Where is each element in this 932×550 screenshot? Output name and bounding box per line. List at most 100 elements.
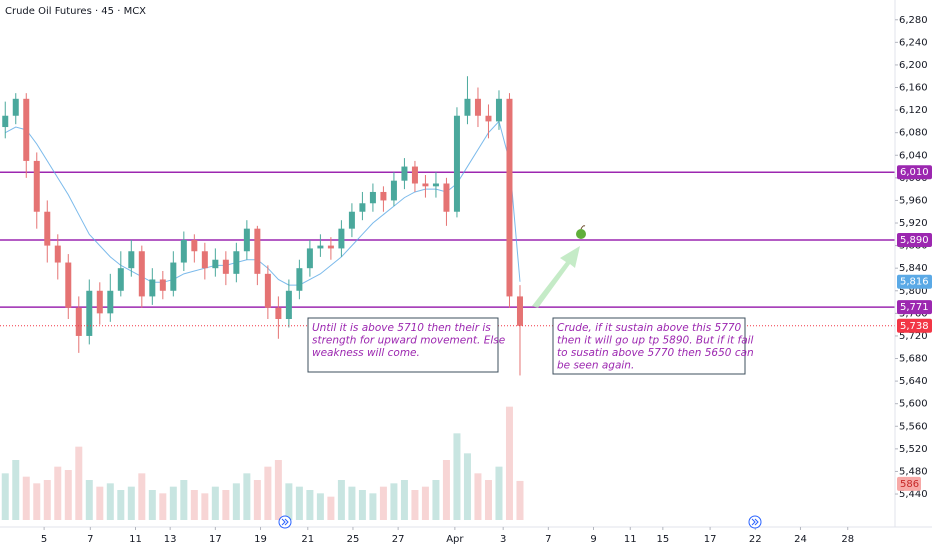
candle-body — [117, 268, 124, 291]
volume-bar — [148, 490, 156, 520]
volume-bar — [22, 476, 30, 520]
volume-bar — [169, 486, 177, 520]
candle-body — [54, 245, 61, 263]
annotation-text: be seen again. — [557, 360, 634, 372]
x-tick-label: 7 — [545, 534, 551, 545]
volume-bar — [54, 466, 62, 520]
candle-body — [44, 211, 51, 246]
y-tick-label: 5,600 — [899, 399, 928, 410]
ma-label: 5,816 — [900, 277, 929, 288]
candle-body — [128, 251, 135, 269]
volume-pane — [1, 406, 524, 520]
y-tick-label: 6,080 — [899, 128, 928, 139]
volume-bar — [85, 480, 93, 520]
volume-bar — [432, 480, 440, 520]
volume-bar — [180, 480, 188, 520]
last-price-label: 5,738 — [900, 321, 929, 332]
candle-body — [96, 290, 103, 314]
candle-body — [306, 248, 313, 269]
y-tick-label: 5,560 — [899, 421, 928, 432]
level-badge-label: 5,890 — [900, 235, 929, 246]
volume-badge — [897, 476, 921, 491]
candle-body — [338, 228, 345, 249]
candle-body — [401, 166, 408, 181]
y-tick-label: 6,240 — [899, 37, 928, 48]
level-badge-label: 6,010 — [900, 167, 929, 178]
volume-bar — [64, 470, 72, 520]
candle-body — [285, 290, 292, 320]
volume-bar — [285, 483, 293, 520]
y-tick-label: 5,640 — [899, 376, 928, 387]
x-tick-label: 28 — [841, 534, 854, 545]
candle-body — [359, 203, 366, 212]
candle-body — [191, 239, 198, 252]
volume-bar — [379, 486, 387, 520]
volume-bar — [96, 486, 104, 520]
volume-bar — [421, 486, 429, 520]
replay-icon[interactable] — [748, 515, 762, 529]
volume-bar — [369, 493, 377, 520]
candle-body — [264, 273, 271, 308]
moving-average — [5, 120, 521, 286]
candle-body — [23, 98, 30, 161]
candle-body — [327, 245, 334, 249]
candle-body — [170, 262, 177, 291]
volume-bar — [411, 490, 419, 520]
x-tick-label: 17 — [209, 534, 222, 545]
volume-label: 586 — [900, 479, 919, 490]
y-tick-label: 6,120 — [899, 105, 928, 116]
x-tick-label: 7 — [87, 534, 93, 545]
annotation-text: weakness will come. — [312, 347, 420, 359]
x-tick-label: 17 — [704, 534, 717, 545]
annotation-text: then it will go up tp 5890. But if it fa… — [557, 335, 754, 347]
last-price-badge — [897, 318, 932, 333]
ma-badge — [897, 274, 932, 289]
replay-icon[interactable] — [278, 515, 292, 529]
level-badge — [897, 232, 932, 247]
volume-bar — [253, 480, 261, 520]
candle-body — [348, 211, 355, 229]
annotation-text: Until it is above 5710 then their is — [312, 322, 491, 334]
y-tick-label: 6,040 — [899, 150, 928, 161]
volume-bar — [316, 493, 324, 520]
candle-body — [212, 259, 219, 269]
arrow — [532, 246, 580, 308]
apple-icon — [576, 229, 586, 239]
y-tick-label: 5,960 — [899, 195, 928, 206]
annotation-box — [552, 317, 746, 375]
y-tick-label: 5,800 — [899, 286, 928, 297]
candle-body — [138, 251, 145, 297]
candle-body — [296, 268, 303, 291]
level-badge — [897, 300, 932, 315]
y-tick-label: 5,720 — [899, 331, 928, 342]
volume-bar — [337, 480, 345, 520]
x-tick-label: 11 — [624, 534, 637, 545]
candle-body — [380, 191, 387, 201]
volume-bar — [117, 490, 125, 520]
candle-body — [222, 259, 229, 274]
volume-bar — [463, 453, 471, 520]
candle-body — [86, 290, 93, 336]
candle-body — [474, 98, 481, 116]
x-tick-label: 9 — [590, 534, 596, 545]
level-badge — [897, 165, 932, 180]
volume-bar — [295, 486, 303, 520]
apple-stem — [580, 225, 586, 230]
x-tick-label: 3 — [500, 534, 506, 545]
chart-title: Crude Oil Futures · 45 · MCX — [5, 6, 146, 17]
volume-bar — [243, 473, 251, 520]
volume-bar — [484, 480, 492, 520]
volume-bar — [1, 473, 9, 520]
y-tick-label: 5,440 — [899, 489, 928, 500]
annotation-text: to susatin above 5770 then 5650 can — [557, 347, 754, 359]
candle-body — [2, 115, 9, 128]
x-tick-label: 5 — [41, 534, 47, 545]
candle-body — [159, 279, 166, 291]
volume-bar — [453, 433, 461, 520]
y-tick-label: 5,480 — [899, 466, 928, 477]
volume-bar — [106, 483, 114, 520]
volume-bar — [222, 490, 230, 520]
volume-bar — [348, 486, 356, 520]
